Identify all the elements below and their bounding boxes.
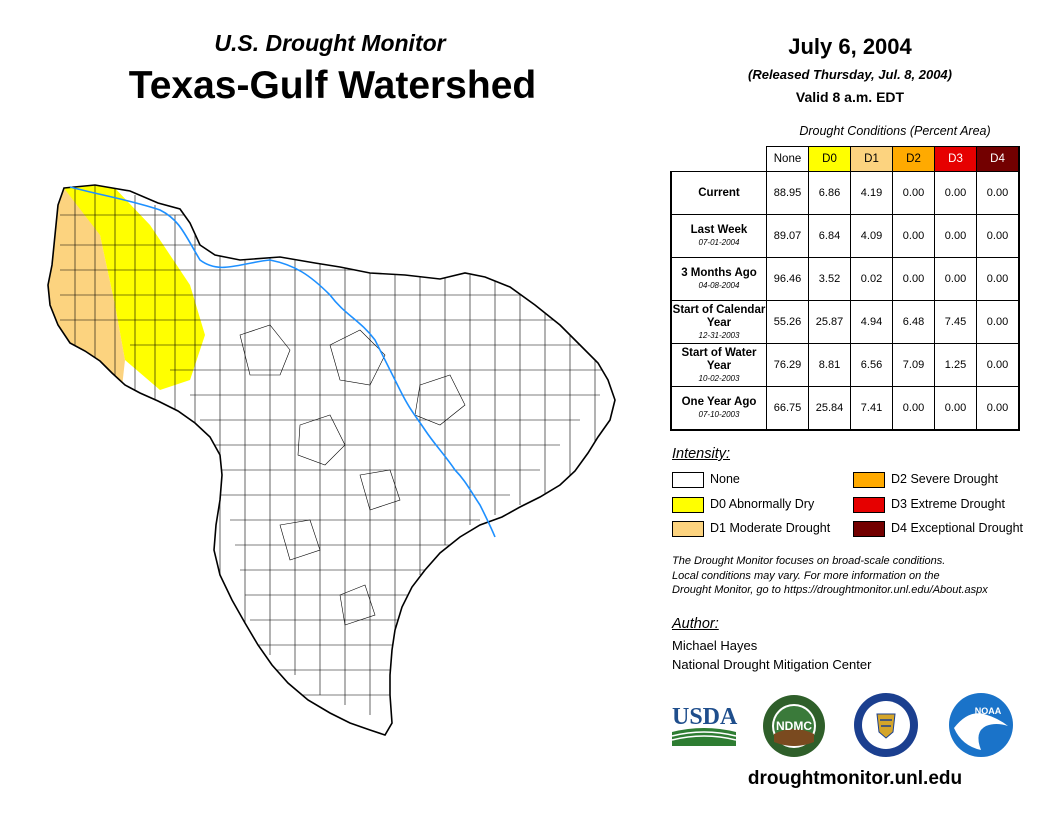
- released-note: (Released Thursday, Jul. 8, 2004): [748, 67, 952, 82]
- table-row: One Year Ago 07-10-2003 66.75 25.84 7.41 …: [670, 386, 1020, 431]
- legend-swatch: [672, 471, 704, 488]
- cell-d2: 0.00: [892, 171, 935, 215]
- table-header-row: None D0 D1 D2 D3 D4: [671, 146, 1020, 172]
- cell-d2: 0.00: [892, 257, 935, 301]
- cell-d2: 6.48: [892, 300, 935, 344]
- conditions-caption: Drought Conditions (Percent Area): [799, 124, 991, 138]
- table-row: 3 Months Ago 04-08-2004 96.46 3.52 0.02 0…: [670, 257, 1020, 301]
- county-grid: [60, 185, 615, 735]
- cell-none: 88.95: [766, 171, 809, 215]
- legend-item-none: None: [672, 470, 740, 488]
- cell-d3: 1.25: [934, 343, 977, 387]
- col-header-d1: D1: [850, 146, 893, 172]
- legend-swatch: [672, 520, 704, 537]
- cell-d2: 7.09: [892, 343, 935, 387]
- drought-conditions-table: None D0 D1 D2 D3 D4 Current 88.95 6.86 4…: [670, 146, 1020, 431]
- cell-d4: 0.00: [976, 300, 1020, 344]
- row-label: Start of Calendar Year 12-31-2003: [670, 300, 767, 344]
- river: [69, 186, 496, 538]
- cell-d2: 0.00: [892, 214, 935, 258]
- cell-d0: 25.87: [808, 300, 851, 344]
- col-header-none: None: [766, 146, 809, 172]
- legend-swatch: [853, 520, 885, 537]
- map-title: Texas-Gulf Watershed: [128, 64, 537, 107]
- cell-none: 89.07: [766, 214, 809, 258]
- cell-d4: 0.00: [976, 343, 1020, 387]
- row-date: 04-08-2004: [698, 281, 740, 290]
- legend-item-d3: D3 Extreme Drought: [853, 495, 1005, 513]
- row-label: 3 Months Ago 04-08-2004: [670, 257, 767, 301]
- cell-none: 96.46: [766, 257, 809, 301]
- table-row: Last Week 07-01-2004 89.07 6.84 4.09 0.00…: [670, 214, 1020, 258]
- table-row: Current 88.95 6.86 4.19 0.00 0.00 0.00: [670, 171, 1020, 215]
- row-label: Current: [670, 171, 767, 215]
- usda-logo: USDA: [671, 704, 738, 746]
- svg-text:NOAA: NOAA: [975, 706, 1002, 716]
- cell-none: 76.29: [766, 343, 809, 387]
- release-date: July 6, 2004: [788, 34, 912, 59]
- watershed-outline: [47, 184, 616, 736]
- legend-item-d1: D1 Moderate Drought: [672, 519, 830, 537]
- website-url[interactable]: droughtmonitor.unl.edu: [747, 768, 963, 789]
- cell-d1: 0.02: [850, 257, 893, 301]
- row-label: Start of Water Year 10-02-2003: [670, 343, 767, 387]
- table-row: Start of Water Year 10-02-2003 76.29 8.81…: [670, 343, 1020, 387]
- ndmc-logo: NDMC: [763, 695, 825, 757]
- commerce-seal-logo: [854, 693, 918, 757]
- svg-text:NDMC: NDMC: [776, 719, 812, 733]
- cell-d3: 0.00: [934, 171, 977, 215]
- about-link-text[interactable]: Drought Monitor, go to https://droughtmo…: [672, 584, 988, 596]
- cell-d2: 0.00: [892, 386, 935, 431]
- svg-text:USDA: USDA: [672, 704, 738, 730]
- table-row: Start of Calendar Year 12-31-2003 55.26 2…: [670, 300, 1020, 344]
- cell-d0: 8.81: [808, 343, 851, 387]
- row-date: 12-31-2003: [698, 330, 740, 340]
- cell-d1: 6.56: [850, 343, 893, 387]
- noaa-logo: NOAA: [949, 693, 1013, 757]
- cell-d3: 7.45: [934, 300, 977, 344]
- legend-swatch: [672, 496, 704, 513]
- row-date: 07-01-2004: [698, 238, 740, 247]
- legend-item-d2: D2 Severe Drought: [853, 470, 998, 488]
- col-header-d0: D0: [808, 146, 851, 172]
- map-subtitle: U.S. Drought Monitor: [214, 30, 446, 56]
- row-date: 10-02-2003: [698, 373, 740, 383]
- cell-d3: 0.00: [934, 257, 977, 301]
- cell-d0: 25.84: [808, 386, 851, 431]
- cell-d4: 0.00: [976, 386, 1020, 431]
- cell-d3: 0.00: [934, 386, 977, 431]
- cell-d3: 0.00: [934, 214, 977, 258]
- valid-time: Valid 8 a.m. EDT: [795, 89, 905, 105]
- disclaimer-note: The Drought Monitor focuses on broad-sca…: [672, 554, 1042, 598]
- col-header-d3: D3: [934, 146, 977, 172]
- cell-d0: 6.84: [808, 214, 851, 258]
- cell-d1: 4.94: [850, 300, 893, 344]
- intensity-legend-title: Intensity:: [672, 446, 731, 462]
- col-header-d4: D4: [976, 146, 1020, 172]
- author-name: Michael Hayes: [672, 638, 758, 653]
- cell-d0: 6.86: [808, 171, 851, 215]
- legend-item-d4: D4 Exceptional Drought: [853, 519, 1023, 537]
- cell-none: 66.75: [766, 386, 809, 431]
- col-header-d2: D2: [892, 146, 935, 172]
- cell-d4: 0.00: [976, 214, 1020, 258]
- row-label: Last Week 07-01-2004: [670, 214, 767, 258]
- header-blank-cell: [671, 147, 767, 172]
- cell-d1: 4.09: [850, 214, 893, 258]
- cell-d1: 7.41: [850, 386, 893, 431]
- author-org: National Drought Mitigation Center: [672, 657, 872, 672]
- row-label: One Year Ago 07-10-2003: [670, 386, 767, 431]
- legend-swatch: [853, 496, 885, 513]
- legend-item-d0: D0 Abnormally Dry: [672, 495, 814, 513]
- cell-d0: 3.52: [808, 257, 851, 301]
- watershed-map: [47, 184, 616, 736]
- legend-swatch: [853, 471, 885, 488]
- row-date: 07-10-2003: [698, 410, 740, 419]
- d0-abnormally-dry-area: [60, 185, 205, 390]
- author-title: Author:: [672, 616, 719, 632]
- cell-d1: 4.19: [850, 171, 893, 215]
- cell-d4: 0.00: [976, 171, 1020, 215]
- cell-none: 55.26: [766, 300, 809, 344]
- cell-d4: 0.00: [976, 257, 1020, 301]
